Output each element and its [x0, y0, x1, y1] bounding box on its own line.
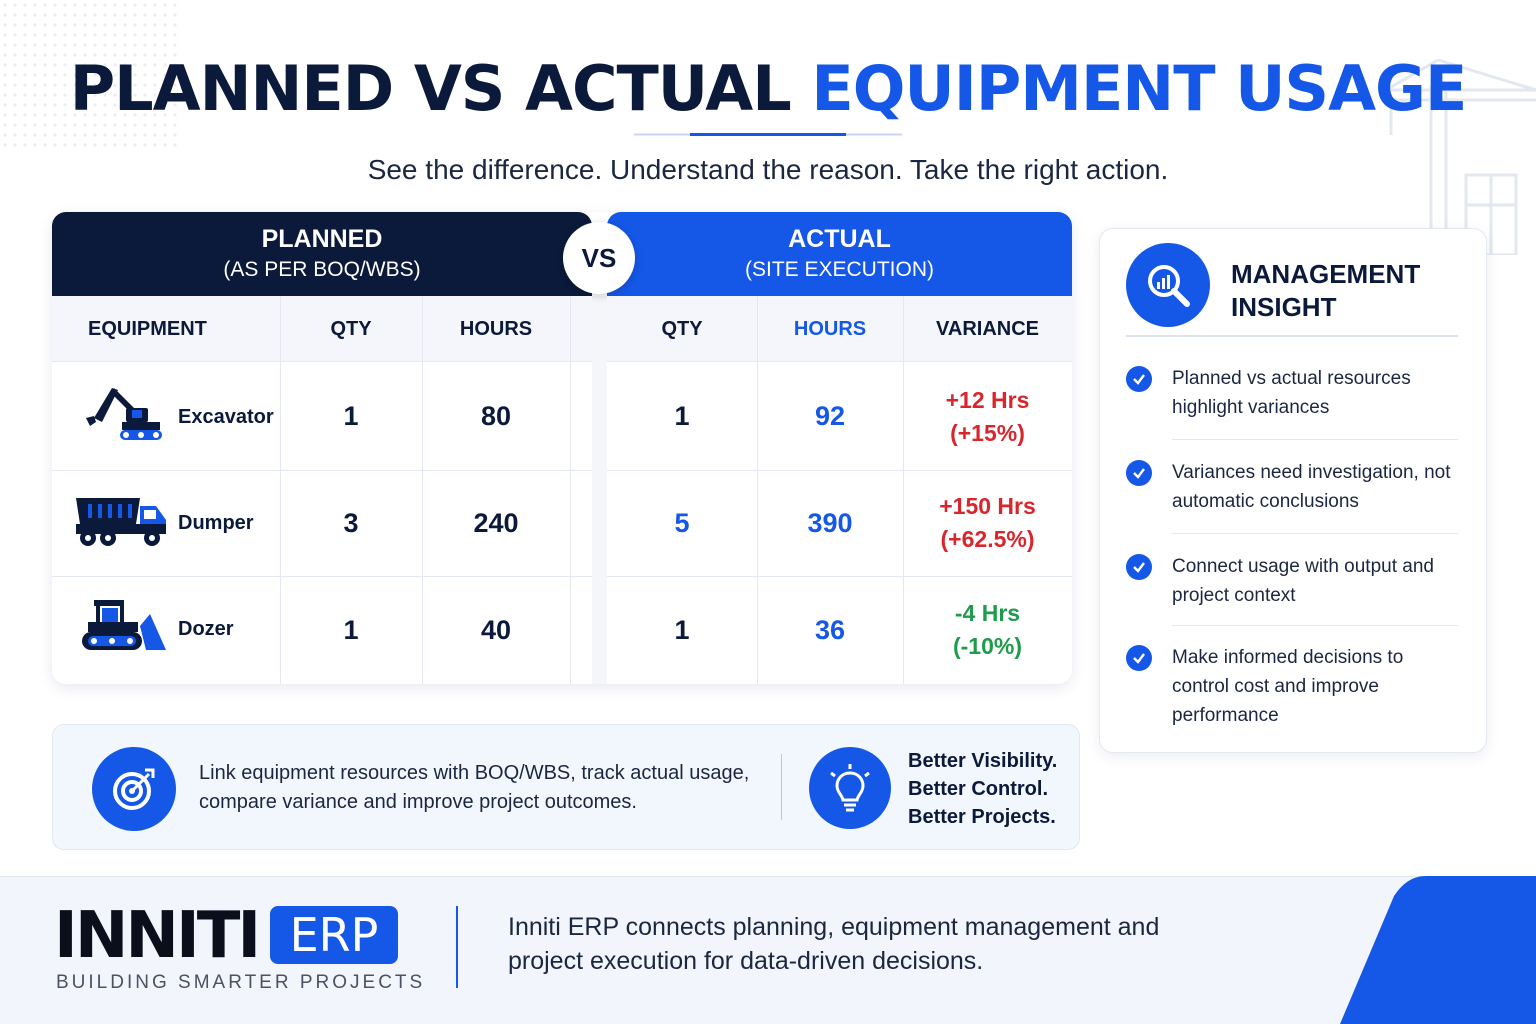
- title-underline: [634, 133, 902, 136]
- better-line: Better Projects.: [908, 806, 1056, 828]
- variance-cell: +150 Hrs (+62.5%): [903, 490, 1072, 556]
- grid-line: [52, 576, 592, 577]
- panel-gap: [592, 296, 607, 684]
- excavator-icon: [86, 388, 162, 440]
- variance-cell: +12 Hrs (+15%): [903, 384, 1072, 450]
- info-divider: [781, 754, 782, 820]
- footer-border: [0, 876, 1536, 877]
- insight-separator: [1172, 533, 1458, 534]
- planned-qty-cell: 3: [343, 507, 359, 538]
- info-box: [52, 724, 1080, 850]
- actual-qty-cell: 5: [674, 507, 690, 538]
- actual-hours-cell: 92: [814, 400, 846, 431]
- column-header-planned-qty: QTY: [330, 317, 372, 340]
- grid-line: [570, 296, 571, 684]
- planned-hours-cell: 80: [480, 400, 512, 431]
- insight-title: MANAGEMENT INSIGHT: [1231, 259, 1421, 322]
- insight-separator: [1172, 439, 1458, 440]
- equipment-name: Dumper: [178, 512, 254, 534]
- dot-pattern: [0, 0, 180, 150]
- info-text: Link equipment resources with BOQ/WBS, t…: [199, 762, 750, 813]
- actual-column-header-row: QTY HOURS VARIANCE: [607, 296, 1072, 362]
- planned-header-subtitle: (AS PER BOQ/WBS): [223, 258, 421, 281]
- title-primary: PLANNED VS ACTUAL: [69, 52, 792, 125]
- better-tagline: Better Visibility. Better Control. Bette…: [908, 747, 1057, 831]
- inniti-logo-wordmark: INNITI: [54, 899, 261, 973]
- column-header-actual-hours: HOURS: [793, 317, 867, 340]
- planned-qty-cell: 1: [343, 400, 359, 431]
- grid-line: [903, 296, 904, 684]
- insight-text: Variances need investigation, not automa…: [1172, 462, 1451, 512]
- footer-corner-accent: [1340, 876, 1536, 1024]
- equipment-name: Dozer: [178, 618, 234, 640]
- page-title: PLANNED VS ACTUAL EQUIPMENT USAGE: [0, 52, 1536, 125]
- insight-separator: [1172, 625, 1458, 626]
- grid-line: [757, 296, 758, 684]
- variance-percent: (+15%): [950, 420, 1025, 446]
- actual-hours-cell: 390: [807, 507, 853, 538]
- column-header-planned-hours: HOURS: [459, 317, 533, 340]
- actual-header-subtitle: (SITE EXECUTION): [744, 258, 934, 281]
- planned-column-header-row: EQUIPMENT QTY HOURS: [52, 296, 592, 362]
- actual-header-title: ACTUAL: [788, 225, 891, 253]
- target-icon: [92, 747, 176, 831]
- check-icon: [1126, 366, 1152, 392]
- equipment-name: Excavator: [178, 406, 274, 428]
- better-line: Better Visibility.: [908, 750, 1058, 772]
- logo-tagline: BUILDING SMARTER PROJECTS: [56, 972, 426, 993]
- dozer-icon: [82, 600, 166, 650]
- column-header-variance: VARIANCE: [936, 317, 1039, 340]
- check-icon: [1126, 645, 1152, 671]
- footer-text: Inniti ERP connects planning, equipment …: [508, 913, 1160, 975]
- grid-line: [280, 296, 281, 684]
- vs-badge: VS: [563, 222, 635, 294]
- page-subtitle: See the difference. Understand the reaso…: [367, 154, 1169, 185]
- crane-decoration-icon: [1385, 58, 1536, 255]
- variance-hours: +12 Hrs: [945, 387, 1030, 413]
- variance-percent: (+62.5%): [940, 526, 1035, 552]
- planned-hours-cell: 40: [480, 614, 512, 645]
- check-icon: [1126, 460, 1152, 486]
- column-header-equipment: EQUIPMENT: [88, 317, 207, 340]
- actual-hours-cell: 36: [814, 614, 846, 645]
- footer-divider: [456, 906, 458, 988]
- planned-qty-cell: 1: [343, 614, 359, 645]
- variance-percent: (-10%): [952, 633, 1022, 659]
- analytics-magnifier-icon: [1126, 243, 1210, 327]
- erp-logo-badge: ERP: [270, 906, 398, 964]
- insight-text: Make informed decisions to control cost …: [1172, 647, 1404, 726]
- planned-hours-cell: 240: [473, 507, 519, 538]
- insight-text: Connect usage with output and project co…: [1172, 556, 1434, 606]
- grid-line: [52, 470, 592, 471]
- variance-hours: +150 Hrs: [939, 493, 1036, 519]
- grid-line: [607, 576, 1072, 577]
- actual-header: ACTUAL (SITE EXECUTION): [607, 212, 1072, 296]
- column-header-actual-qty: QTY: [661, 317, 703, 340]
- variance-hours: -4 Hrs: [954, 600, 1021, 626]
- insight-divider: [1126, 335, 1458, 337]
- insight-text: Planned vs actual resources highlight va…: [1172, 368, 1411, 418]
- check-icon: [1126, 554, 1152, 580]
- actual-qty-cell: 1: [674, 400, 690, 431]
- grid-line: [422, 296, 423, 684]
- planned-header-title: PLANNED: [261, 225, 383, 253]
- grid-line: [607, 470, 1072, 471]
- dumper-truck-icon: [76, 498, 166, 546]
- lightbulb-icon: [809, 747, 891, 829]
- better-line: Better Control.: [908, 778, 1048, 800]
- title-highlight: EQUIPMENT USAGE: [811, 52, 1467, 125]
- variance-cell: -4 Hrs (-10%): [903, 597, 1072, 663]
- planned-header: PLANNED (AS PER BOQ/WBS): [52, 212, 592, 296]
- footer: [0, 876, 1536, 1024]
- actual-qty-cell: 1: [674, 614, 690, 645]
